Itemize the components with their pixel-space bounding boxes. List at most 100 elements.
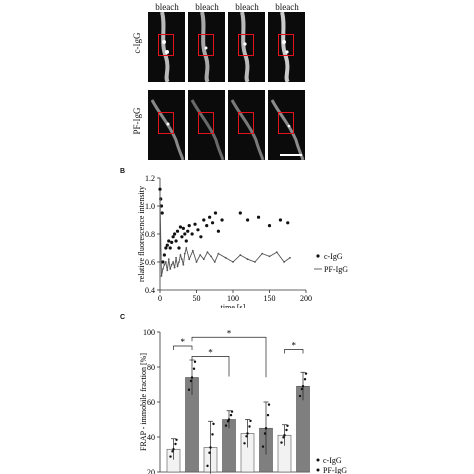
replicate-point xyxy=(267,403,271,406)
c-igg-point xyxy=(210,221,215,225)
image-tile-c-igg-3 xyxy=(228,12,265,82)
bleach-roi xyxy=(158,34,174,56)
pf-igg-point xyxy=(202,258,205,261)
pf-igg-point xyxy=(169,268,172,270)
c-igg-point xyxy=(256,215,261,219)
pf-igg-point xyxy=(181,258,183,261)
bleach-roi xyxy=(158,112,174,134)
pf-igg-point xyxy=(176,265,179,268)
replicate-point xyxy=(301,385,305,388)
image-tile-pf-igg-1 xyxy=(148,90,185,160)
pf-igg-point xyxy=(224,256,227,259)
frap-time-course-chart: 0.4 0.6 0.8 1.0 1.2 0 50 100 150 200 time [s] relat… xyxy=(137,174,348,308)
c-igg-point xyxy=(165,243,169,247)
c-igg-point xyxy=(267,224,272,228)
scale-bar xyxy=(280,154,302,156)
pf-igg-point xyxy=(246,258,249,261)
pf-igg-point xyxy=(261,252,264,255)
y-tick-label: 1.2 xyxy=(145,174,155,183)
y-tick-label: 0.8 xyxy=(145,230,155,239)
replicate-point xyxy=(243,442,246,445)
chart-axes: 0.4 0.6 0.8 1.0 1.2 0 50 100 150 200 time [s] relat… xyxy=(137,174,312,308)
x-axis-label: time [s] xyxy=(221,303,246,308)
replicate-point xyxy=(209,446,212,449)
replicate-point xyxy=(285,428,288,432)
bleach-roi xyxy=(278,34,294,56)
replicate-point xyxy=(211,433,214,436)
replicate-point xyxy=(298,394,302,398)
replicate-point xyxy=(193,360,197,363)
pf-igg-point xyxy=(159,198,161,200)
c-igg-point xyxy=(181,226,185,230)
c-igg-point xyxy=(160,211,164,215)
c-igg-point xyxy=(199,235,203,239)
c-igg-point xyxy=(183,232,187,236)
chart-marks xyxy=(158,187,291,277)
pf-igg-point xyxy=(160,275,163,277)
significance-star: * xyxy=(227,328,232,338)
replicate-point xyxy=(263,432,267,435)
bleach-roi xyxy=(238,34,254,56)
image-tile-pf-igg-2 xyxy=(188,90,225,160)
y-axis-label: FRAP - immobile fraction [%] xyxy=(139,353,148,451)
y-tick-label: 100 xyxy=(143,328,155,337)
bleach-roi xyxy=(198,112,214,134)
pf-igg-point xyxy=(254,261,256,263)
replicate-point xyxy=(190,376,194,379)
c-igg-point xyxy=(178,225,183,229)
pf-igg-point xyxy=(178,261,180,263)
pf-igg-point xyxy=(175,256,177,259)
c-igg-point xyxy=(164,246,168,250)
c-igg-point xyxy=(167,239,171,243)
pf-igg-point xyxy=(191,249,194,252)
y-axis-label: relative fluorescence intensity xyxy=(137,186,146,282)
y-tick-label: 0.4 xyxy=(145,286,155,295)
bleach-roi xyxy=(278,112,294,134)
c-igg-point xyxy=(187,224,191,228)
y-tick-label: 1.0 xyxy=(145,202,155,211)
replicate-point xyxy=(249,419,252,423)
replicate-point xyxy=(245,435,248,438)
pf-igg-point xyxy=(268,255,271,258)
replicate-point xyxy=(171,450,174,453)
c-igg-point xyxy=(173,232,177,236)
c-igg-point xyxy=(220,218,224,222)
chart-marks: * * * * xyxy=(166,328,310,474)
replicate-point xyxy=(280,441,283,444)
replicate-point xyxy=(286,424,289,427)
pf-igg-point xyxy=(283,261,285,263)
replicate-point xyxy=(283,434,286,437)
pf-igg-point xyxy=(183,252,186,255)
replicate-point xyxy=(206,464,209,468)
row-label-c-igg: c-IgG xyxy=(132,32,142,54)
pf-igg-point xyxy=(164,261,167,263)
column-label-2: bleach xyxy=(195,2,219,12)
image-tile-c-igg-4 xyxy=(268,12,305,82)
replicate-point xyxy=(189,379,193,383)
significance-bracket xyxy=(191,356,230,377)
pf-igg-point xyxy=(213,261,216,263)
pf-igg-point xyxy=(210,255,212,258)
replicate-point xyxy=(187,388,191,391)
replicate-point xyxy=(172,448,175,451)
pf-igg-point xyxy=(172,261,175,263)
significance-star: * xyxy=(181,337,186,347)
pf-igg-line xyxy=(159,198,291,277)
replicate-point xyxy=(212,422,215,426)
bleach-roi xyxy=(198,34,214,56)
c-igg-point xyxy=(180,235,184,239)
pf-igg-point xyxy=(163,263,166,266)
panel-letter-b: B xyxy=(120,168,126,175)
pf-igg-point xyxy=(173,266,176,269)
pf-igg-point xyxy=(239,254,242,256)
pf-igg-point xyxy=(275,251,278,254)
replicate-point xyxy=(224,424,228,427)
c-igg-point xyxy=(196,228,200,232)
pf-igg-point xyxy=(188,258,191,261)
pf-igg-point xyxy=(170,263,173,266)
replicate-point xyxy=(246,432,249,435)
replicate-point xyxy=(229,413,233,417)
